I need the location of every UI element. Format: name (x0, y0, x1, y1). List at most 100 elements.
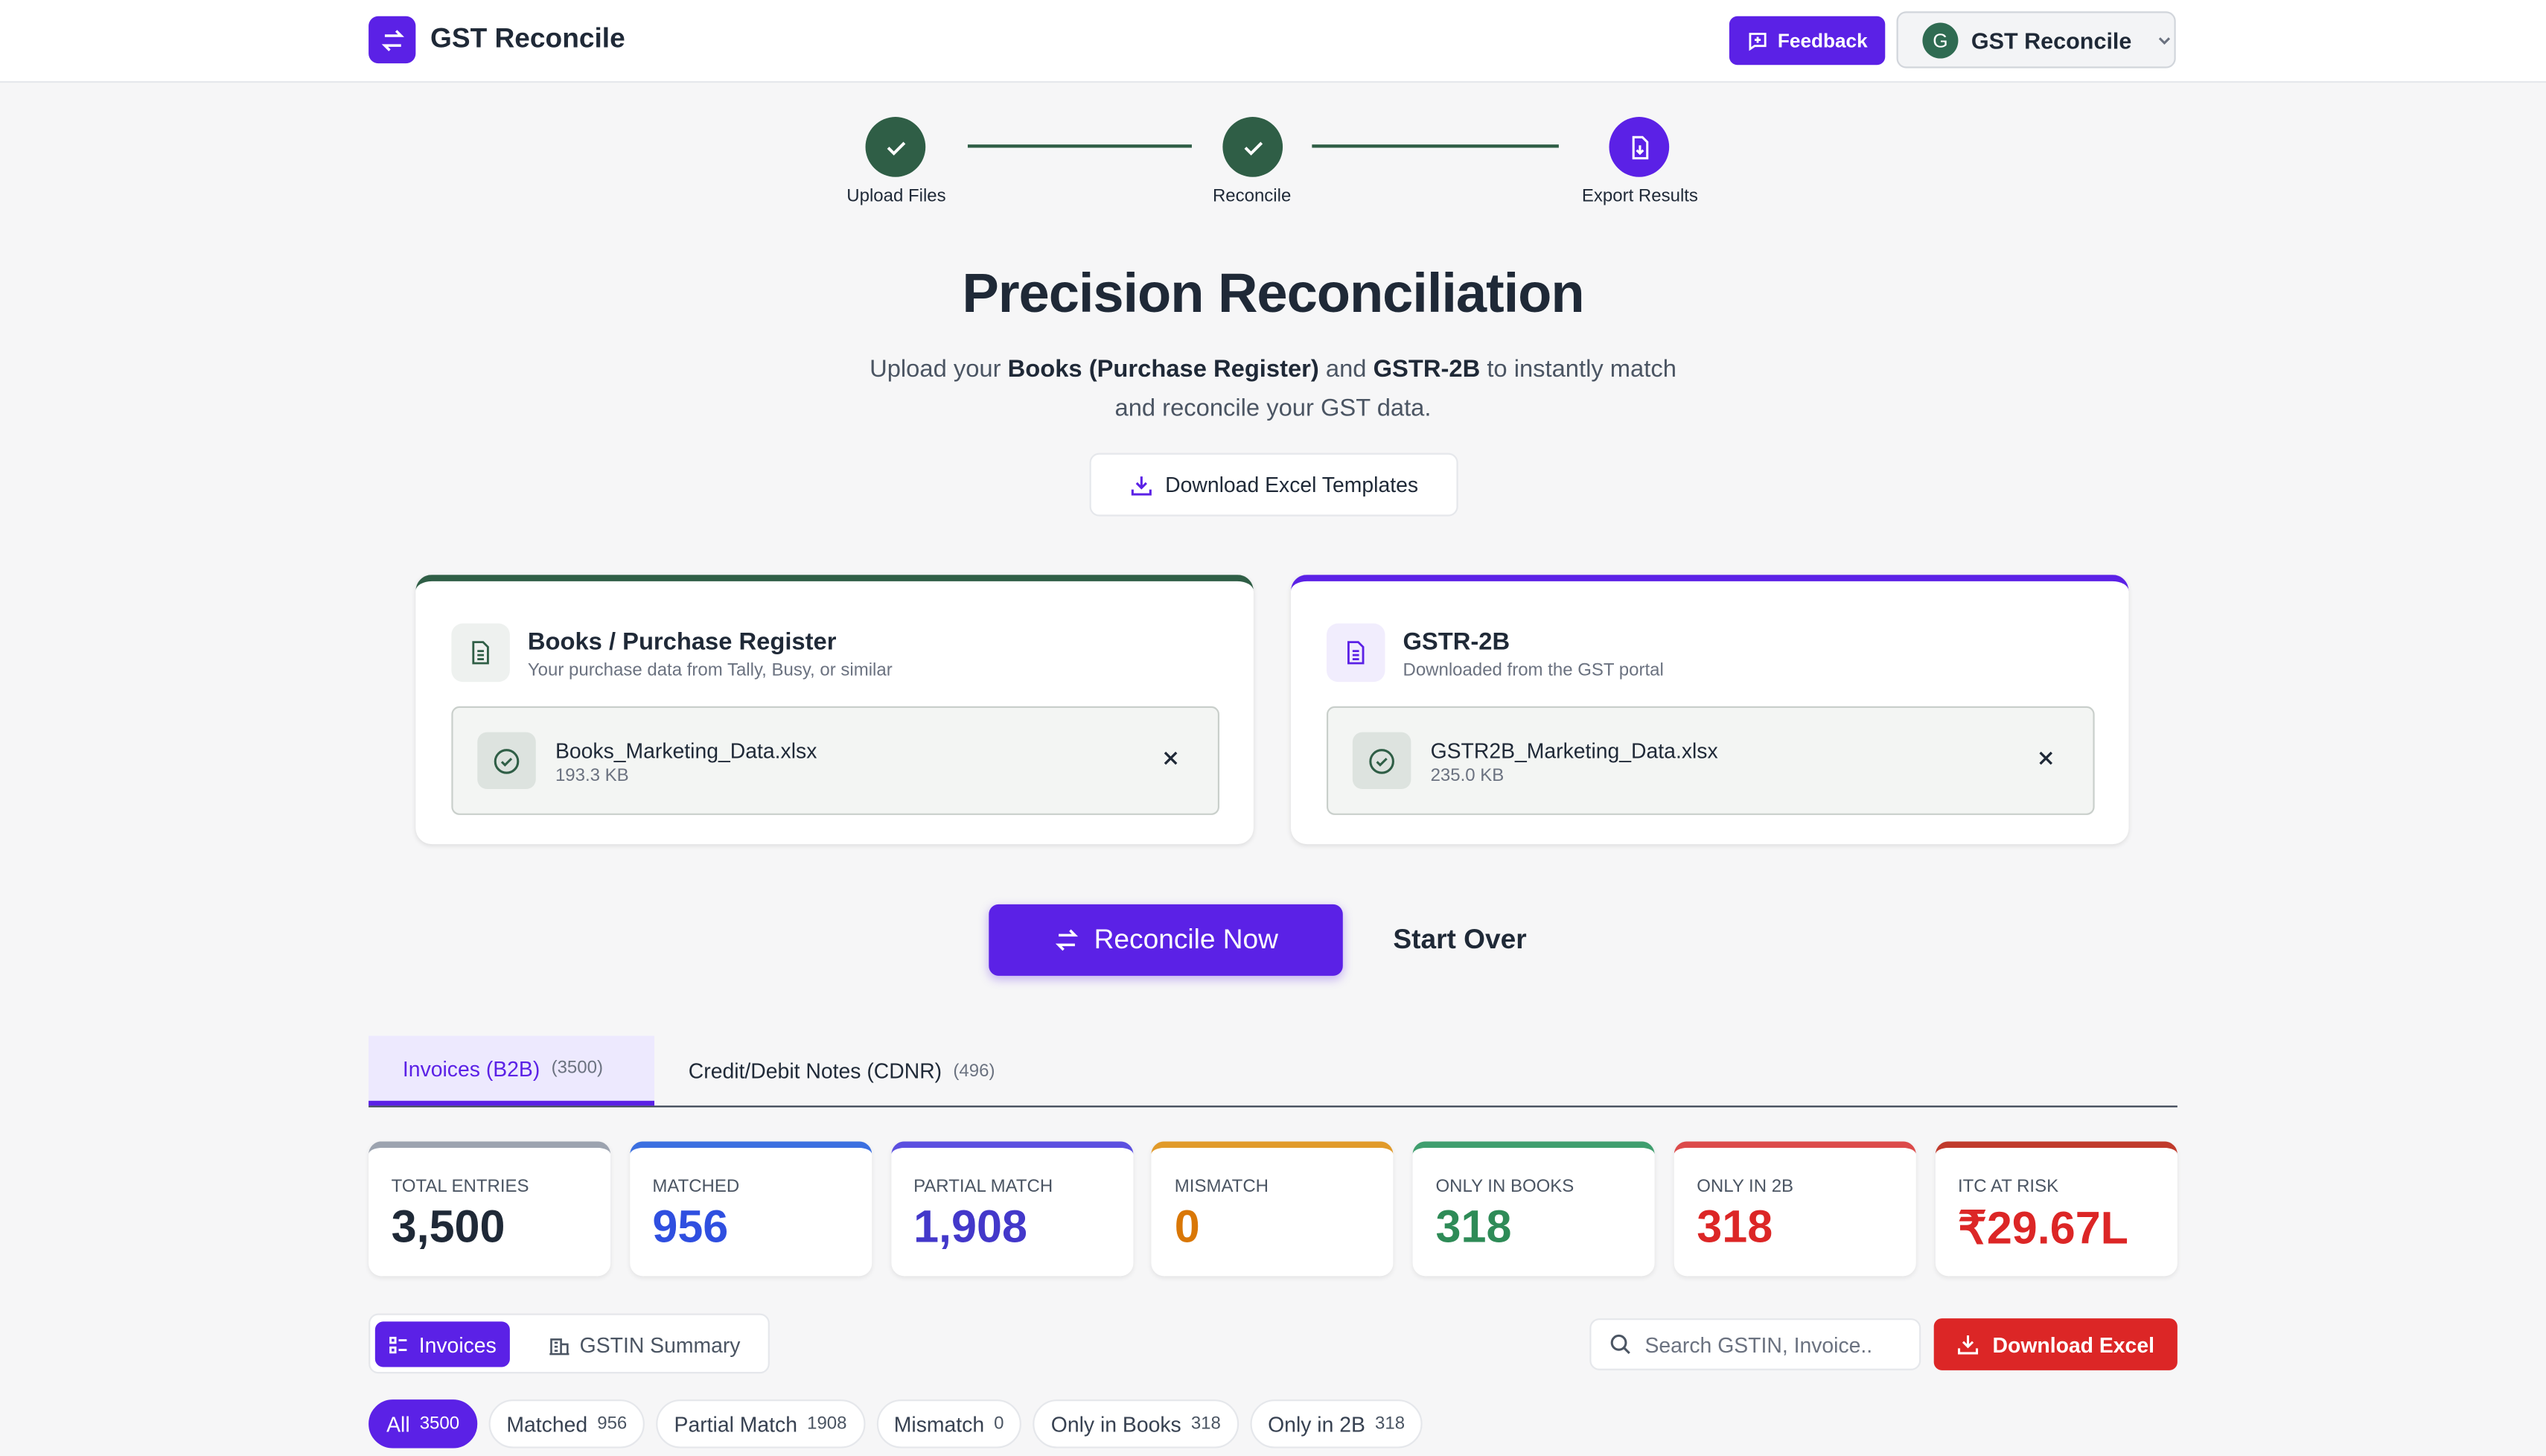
button-label: Download Excel (1992, 1332, 2155, 1357)
tab-active[interactable]: Invoices (B2B) (3500) (368, 1035, 654, 1106)
step-connector (967, 144, 1192, 148)
card-icon (1326, 623, 1385, 683)
chip-label: Partial Match (674, 1411, 798, 1437)
view-option[interactable]: GSTIN Summary (536, 1321, 753, 1367)
brand: GST Reconcile (430, 22, 625, 54)
hero-title: Precision Reconciliation (962, 263, 1584, 325)
step-done (865, 117, 926, 177)
filter-chip[interactable]: Only in Books 318 (1033, 1399, 1239, 1449)
filter-chip-active[interactable]: All 3500 (368, 1399, 478, 1449)
search-box[interactable]: Search GSTIN, Invoice.. (1589, 1318, 1921, 1370)
step-label: Upload Files (846, 186, 946, 207)
stat-value: 318 (1435, 1201, 1512, 1252)
step-current (1609, 117, 1670, 177)
chip-count: 0 (994, 1414, 1004, 1434)
card-subtitle: Your purchase data from Tally, Busy, or … (527, 660, 893, 680)
logo (368, 16, 416, 64)
stat-card: MATCHED 956 (629, 1141, 872, 1277)
stat-card: MISMATCH 0 (1152, 1141, 1394, 1277)
view-label: GSTIN Summary (579, 1332, 741, 1357)
card-icon (451, 623, 510, 683)
stat-value: ₹29.67L (1957, 1203, 2129, 1254)
tab-count: (3500) (551, 1059, 603, 1079)
tab-label: Invoices (B2B) (402, 1056, 540, 1081)
step-label: Export Results (1581, 186, 1698, 207)
chip-count: 956 (597, 1414, 628, 1434)
filter-chip[interactable]: Matched 956 (488, 1399, 645, 1449)
stat-card: ONLY IN BOOKS 318 (1412, 1141, 1655, 1277)
stat-label: PARTIAL MATCH (913, 1177, 1053, 1197)
upload-card: GSTR-2B Downloaded from the GST portal GST… (1290, 575, 2129, 845)
stat-value: 956 (652, 1201, 729, 1252)
search-placeholder: Search GSTIN, Invoice.. (1644, 1332, 1873, 1357)
remove-file[interactable] (1159, 747, 1182, 777)
file-name: GSTR2B_Marketing_Data.xlsx (1430, 738, 1718, 764)
chip-count: 318 (1190, 1414, 1221, 1434)
uploaded-file: GSTR2B_Marketing_Data.xlsx 235.0 KB (1326, 706, 2095, 815)
step-connector (1312, 144, 1559, 148)
tab-count: (496) (953, 1061, 995, 1081)
text: Upload your (870, 355, 1008, 383)
file-check (1352, 732, 1411, 790)
stat-label: ONLY IN 2B (1697, 1177, 1794, 1197)
stat-label: MISMATCH (1174, 1177, 1269, 1197)
stat-card: ONLY IN 2B 318 (1674, 1141, 1916, 1277)
stat-card: TOTAL ENTRIES 3,500 (368, 1141, 611, 1277)
card-title: Books / Purchase Register (527, 628, 837, 657)
view-toggle: Invoices GSTIN Summary (368, 1313, 770, 1374)
button-label: Reconcile Now (1094, 924, 1278, 955)
remove-file[interactable] (2035, 747, 2058, 777)
step-label: Reconcile (1212, 186, 1292, 207)
download-button[interactable]: Download Excel (1933, 1318, 2178, 1370)
template-button[interactable]: Download Excel Templates (1089, 453, 1458, 517)
start-over-button[interactable]: Start Over (1393, 924, 1527, 955)
stat-value: 1,908 (913, 1201, 1027, 1252)
account-menu[interactable]: G GST Reconcile (1896, 11, 2176, 68)
text-strong: Books (Purchase Register) (1007, 355, 1319, 383)
file-size: 235.0 KB (1430, 766, 1505, 786)
avatar: G (1922, 22, 1959, 58)
view-active[interactable]: Invoices (374, 1321, 510, 1367)
stat-card: PARTIAL MATCH 1,908 (890, 1141, 1133, 1277)
file-check (477, 732, 536, 790)
card-title: GSTR-2B (1403, 628, 1510, 657)
feedback-button[interactable]: Feedback (1729, 16, 1886, 66)
button-label: Download Excel Templates (1165, 472, 1419, 497)
stat-label: TOTAL ENTRIES (391, 1177, 529, 1197)
upload-card: Books / Purchase Register Your purchase d… (415, 575, 1254, 845)
feedback-label: Feedback (1777, 29, 1868, 52)
stat-value: 3,500 (391, 1201, 505, 1252)
text: and (1318, 355, 1374, 383)
file-name: Books_Marketing_Data.xlsx (555, 738, 817, 764)
stat-label: MATCHED (652, 1177, 740, 1197)
chip-label: Mismatch (893, 1411, 985, 1437)
stat-value: 0 (1174, 1201, 1200, 1252)
text: to instantly match and reconcile your GS… (1114, 355, 1676, 423)
chip-label: Only in 2B (1268, 1411, 1365, 1437)
account-name: GST Reconcile (1971, 26, 2132, 53)
filter-chip[interactable]: Partial Match 1908 (656, 1399, 865, 1449)
uploaded-file: Books_Marketing_Data.xlsx 193.3 KB (451, 706, 1220, 815)
header: GST Reconcile Feedback G GST Reconcile (0, 0, 2546, 83)
step-done (1222, 117, 1283, 177)
chip-count: 3500 (419, 1414, 460, 1434)
chip-label: Matched (506, 1411, 588, 1437)
tab[interactable]: Credit/Debit Notes (CDNR) (496) (654, 1036, 1029, 1106)
view-label: Invoices (418, 1332, 497, 1357)
filter-chip[interactable]: Mismatch 0 (875, 1399, 1022, 1449)
stat-label: ITC AT RISK (1957, 1177, 2059, 1197)
tab-label: Credit/Debit Notes (CDNR) (688, 1059, 942, 1083)
chip-count: 318 (1375, 1414, 1406, 1434)
file-size: 193.3 KB (555, 766, 629, 786)
filter-chips: All 3500 Matched 956 Partial Match 1908 Mismat… (368, 1399, 1423, 1449)
card-subtitle: Downloaded from the GST portal (1403, 660, 1664, 680)
chip-count: 1908 (807, 1414, 847, 1434)
filter-chip[interactable]: Only in 2B 318 (1250, 1399, 1423, 1449)
chip-label: Only in Books (1050, 1411, 1181, 1437)
hero-subtitle: Upload your Books (Purchase Register) an… (867, 351, 1679, 429)
chip-label: All (386, 1411, 410, 1437)
stat-label: ONLY IN BOOKS (1435, 1177, 1574, 1197)
reconcile-button[interactable]: Reconcile Now (989, 904, 1343, 976)
